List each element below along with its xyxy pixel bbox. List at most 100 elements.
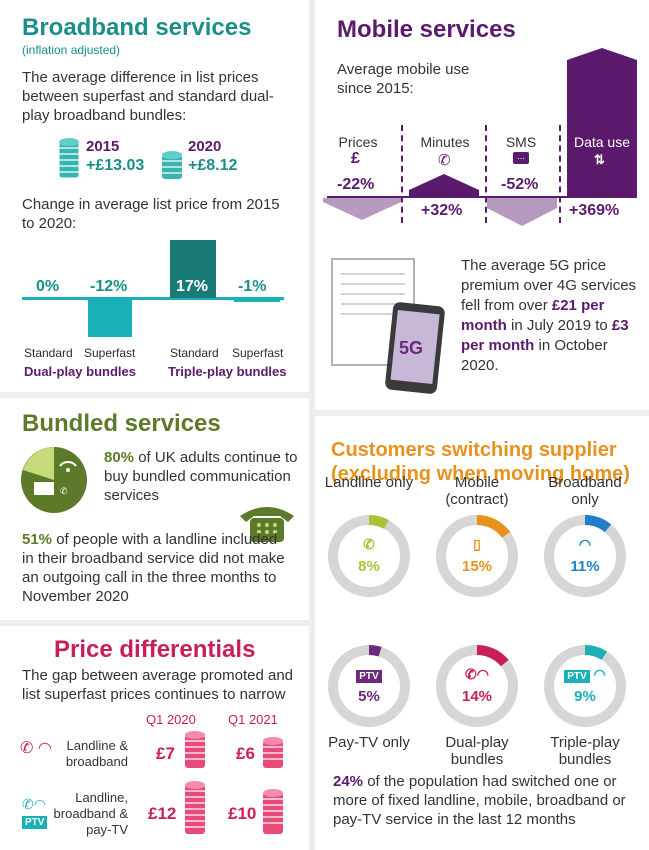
coin-stack-icon <box>185 781 205 834</box>
ptv-icon: PTV <box>325 666 413 683</box>
bundled-p2: 51% of people with a landline included i… <box>22 530 292 606</box>
col-q1-2020: Q1 2020 <box>146 712 196 727</box>
telephone-icon <box>240 507 294 542</box>
ring-label: Landline only <box>324 474 414 491</box>
ring-label: Triple-play bundles <box>550 734 620 768</box>
bar-superfast-dual <box>88 297 132 337</box>
5g-bold-2: £3 per month <box>461 317 629 354</box>
up-arrow-minutes <box>409 174 479 198</box>
5g-text-3: in October 2020. <box>461 337 608 374</box>
bundled-p1-text: of UK adults continue to buy bundled com… <box>104 449 298 504</box>
switching-title: Customers switching supplier (excluding … <box>331 439 630 485</box>
bar-label-0: Standard <box>24 346 73 360</box>
price-diff-intro: The gap between average promoted and lis… <box>22 667 294 703</box>
bar-value-2: 17% <box>176 278 209 295</box>
ring-chart <box>436 515 518 597</box>
data-arrows-icon: ⇅ <box>594 152 605 167</box>
value-2015: +£13.03 <box>86 157 145 174</box>
bundled-p1: 80% of UK adults continue to buy bundled… <box>104 448 304 505</box>
ring-track <box>328 515 410 597</box>
phone-icon: ✆ <box>363 536 375 552</box>
phone-icon: ✆ <box>438 152 451 169</box>
row-v2-1: £10 <box>228 804 257 823</box>
group-label-triple: Triple-play bundles <box>168 364 287 379</box>
divider <box>485 125 487 223</box>
year-2015: 2015 <box>86 138 120 155</box>
mobile-value-data: +369% <box>569 202 620 219</box>
bar-label-1: Superfast <box>84 346 136 360</box>
mobile-value-sms: -52% <box>501 176 539 193</box>
phone-wifi-icon: ✆◠ <box>22 796 46 812</box>
divider <box>559 125 561 223</box>
ring-value: 11% <box>570 558 600 575</box>
ring-label: Dual-play bundles <box>445 734 509 768</box>
bundled-panel: Bundled services ✆ 80% of UK adults cont… <box>0 398 309 620</box>
broadband-intro: The average difference in list prices be… <box>22 69 274 124</box>
mobile-intro: Average mobile use since 2015: <box>337 61 470 97</box>
bundled-title: Bundled services <box>22 410 221 437</box>
price-diff-panel: Price differentials The gap between aver… <box>0 626 309 850</box>
coin-stack-icon <box>185 731 205 768</box>
bar-value-3: -1% <box>238 278 267 295</box>
mobile-value-prices: -22% <box>337 176 375 193</box>
bar-superfast-triple <box>234 297 280 302</box>
broadband-subtitle: (inflation adjusted) <box>22 43 121 57</box>
phone-5g-icon <box>385 302 445 394</box>
ring-arc <box>328 645 410 727</box>
up-arrow-data <box>567 48 637 198</box>
broadband-title: Broadband services <box>22 14 252 41</box>
switching-panel: Customers switching supplier (excluding … <box>315 416 649 850</box>
svg-text:✆: ✆ <box>60 487 68 497</box>
group-label-dual: Dual-play bundles <box>24 364 136 379</box>
broadband-panel: Broadband services (inflation adjusted) … <box>0 0 309 392</box>
ptv-icon: PTV <box>22 816 48 829</box>
sms-icon: ... <box>513 152 529 164</box>
5g-text-1: The average 5G price premium over 4G ser… <box>461 257 637 314</box>
mobile-label-minutes: Minutes <box>420 134 470 150</box>
switching-footer-text: of the population had switched one or mo… <box>333 773 626 828</box>
coin-stack-icon <box>58 138 80 179</box>
mobile-label-data: Data use <box>573 134 631 150</box>
mobile-baseline <box>327 196 637 198</box>
bundled-p2-text: of people with a landline included in th… <box>22 531 285 605</box>
bar-label-3: Superfast <box>232 346 284 360</box>
mobile-value-minutes: +32% <box>421 202 463 219</box>
row-v1-1: £12 <box>148 804 177 823</box>
divider <box>401 125 403 223</box>
ring-value: 14% <box>461 688 493 705</box>
coin-stack-icon <box>263 737 283 768</box>
ring-label: Mobile (contract) <box>445 474 509 508</box>
row-v2-0: £6 <box>236 744 255 763</box>
row-label-0: Landline & broadband <box>65 738 128 769</box>
phone-wifi-icon: ✆◠ <box>465 666 489 682</box>
wifi-icon: ◠ <box>578 536 592 552</box>
ring-label: Pay-TV only <box>328 734 410 751</box>
ring-track <box>544 515 626 597</box>
5g-text-2: in July 2019 to <box>511 317 608 334</box>
bundled-p1-bold: 80% <box>104 449 135 466</box>
ring-chart <box>328 645 410 727</box>
baseline <box>22 297 284 300</box>
price-diff-title: Price differentials <box>54 636 256 663</box>
ring-value: 9% <box>574 688 596 705</box>
ring-arc <box>544 515 626 597</box>
ring-track <box>544 645 626 727</box>
ring-chart <box>436 645 518 727</box>
row-label-1: Landline, broadband & pay-TV <box>53 790 128 837</box>
down-arrow-prices <box>323 198 401 220</box>
ring-value: 15% <box>461 558 493 575</box>
ring-chart <box>544 645 626 727</box>
coin-stack-icon <box>263 789 283 834</box>
ring-arc <box>436 515 518 597</box>
bundled-p2-bold: 51% <box>22 531 53 548</box>
switching-footer: 24% of the population had switched one o… <box>333 772 639 829</box>
5g-bold-1: £21 per month <box>461 297 605 334</box>
value-2020: +£8.12 <box>188 157 238 174</box>
ptv-wifi-icon: PTV ◠ <box>541 666 629 683</box>
bar-value-0: 0% <box>36 278 60 295</box>
mobile-5g-text: The average 5G price premium over 4G ser… <box>461 256 641 376</box>
down-arrow-sms <box>487 198 557 226</box>
pound-icon: £ <box>351 150 360 167</box>
ring-track <box>328 645 410 727</box>
ring-value: 5% <box>358 688 380 705</box>
